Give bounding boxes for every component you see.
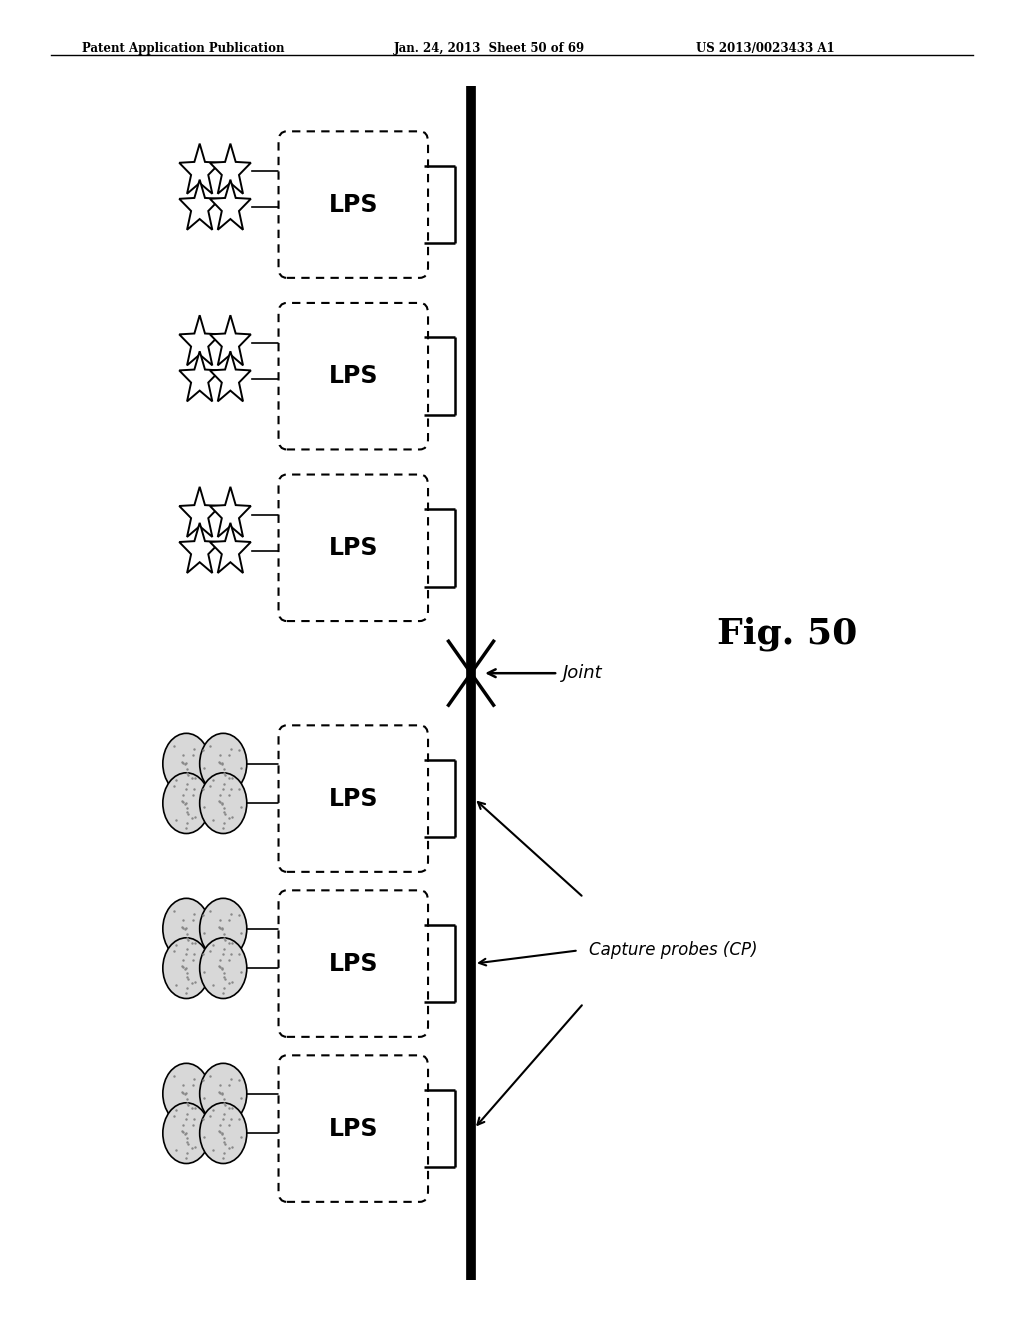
Circle shape xyxy=(163,734,210,795)
Polygon shape xyxy=(210,351,251,401)
Circle shape xyxy=(200,937,247,998)
Text: US 2013/0023433 A1: US 2013/0023433 A1 xyxy=(696,42,835,55)
Text: Fig. 50: Fig. 50 xyxy=(717,616,857,651)
Circle shape xyxy=(163,1102,210,1163)
Polygon shape xyxy=(210,144,251,194)
Polygon shape xyxy=(210,487,251,537)
Text: Jan. 24, 2013  Sheet 50 of 69: Jan. 24, 2013 Sheet 50 of 69 xyxy=(394,42,586,55)
Circle shape xyxy=(163,899,210,960)
Text: LPS: LPS xyxy=(329,952,378,975)
Circle shape xyxy=(200,1064,247,1125)
Circle shape xyxy=(200,772,247,833)
Text: Patent Application Publication: Patent Application Publication xyxy=(82,42,285,55)
Text: LPS: LPS xyxy=(329,787,378,810)
Polygon shape xyxy=(179,487,220,537)
FancyBboxPatch shape xyxy=(279,726,428,871)
Polygon shape xyxy=(210,180,251,230)
Polygon shape xyxy=(179,523,220,573)
Circle shape xyxy=(163,772,210,833)
Text: Capture probes (CP): Capture probes (CP) xyxy=(589,941,758,960)
Polygon shape xyxy=(179,144,220,194)
Circle shape xyxy=(200,734,247,795)
Polygon shape xyxy=(210,315,251,366)
Circle shape xyxy=(200,899,247,960)
Text: Joint: Joint xyxy=(563,664,603,682)
Text: LPS: LPS xyxy=(329,536,378,560)
FancyBboxPatch shape xyxy=(279,1056,428,1201)
FancyBboxPatch shape xyxy=(279,304,428,449)
FancyBboxPatch shape xyxy=(279,475,428,622)
Circle shape xyxy=(163,1064,210,1125)
Text: LPS: LPS xyxy=(329,193,378,216)
FancyBboxPatch shape xyxy=(279,890,428,1038)
Polygon shape xyxy=(179,180,220,230)
Circle shape xyxy=(200,1102,247,1163)
Polygon shape xyxy=(179,351,220,401)
FancyBboxPatch shape xyxy=(279,132,428,279)
Text: LPS: LPS xyxy=(329,364,378,388)
Circle shape xyxy=(163,937,210,998)
Polygon shape xyxy=(210,523,251,573)
Text: LPS: LPS xyxy=(329,1117,378,1140)
Polygon shape xyxy=(179,315,220,366)
